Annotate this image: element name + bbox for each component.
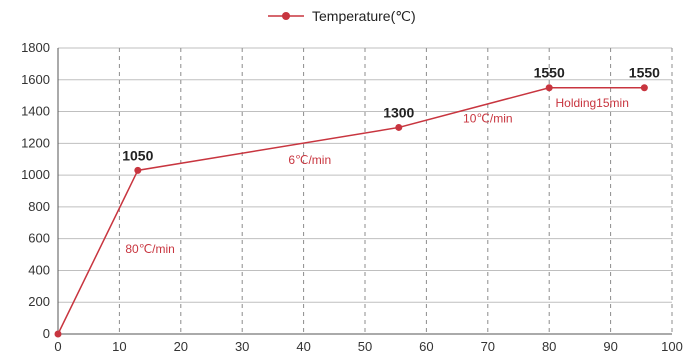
y-tick-label: 400 — [28, 262, 50, 277]
x-tick-label: 50 — [358, 339, 372, 354]
legend-marker — [282, 12, 290, 20]
data-point — [54, 330, 62, 338]
x-tick-label: 100 — [661, 339, 683, 354]
y-tick-label: 1400 — [21, 104, 50, 119]
labels: 1050 1300 1550 1550 80℃/min 6℃/min 10℃/min Hold… — [122, 65, 660, 256]
axes: 0 200 400 600 800 1000 1200 1400 1600 1800 0 10 20 30… — [21, 40, 683, 354]
value-label: 1050 — [122, 147, 153, 163]
x-tick-label: 70 — [481, 339, 495, 354]
y-tick-label: 0 — [43, 326, 50, 341]
y-tick-label: 1800 — [21, 40, 50, 55]
x-tick-label: 60 — [419, 339, 433, 354]
rate-annotation: 80℃/min — [125, 242, 175, 256]
y-tick-label: 1200 — [21, 135, 50, 150]
rate-annotation: 6℃/min — [288, 153, 331, 167]
rate-annotation: Holding15min — [555, 96, 628, 110]
rate-annotation: 10℃/min — [463, 112, 513, 126]
x-tick-label: 0 — [54, 339, 61, 354]
data-point — [395, 123, 403, 131]
y-tick-label: 800 — [28, 199, 50, 214]
series-line — [57, 86, 645, 335]
x-tick-label: 90 — [603, 339, 617, 354]
data-point — [134, 166, 142, 174]
y-tick-label: 1000 — [21, 167, 50, 182]
y-tick-label: 600 — [28, 231, 50, 246]
grid — [58, 47, 673, 334]
series-temperature — [54, 84, 648, 338]
x-tick-label: 30 — [235, 339, 249, 354]
x-tick-label: 20 — [174, 339, 188, 354]
value-label: 1550 — [534, 65, 565, 81]
legend-label: Temperature(℃) — [312, 8, 416, 24]
data-point — [640, 84, 648, 92]
x-tick-label: 10 — [112, 339, 126, 354]
x-tick-label: 80 — [542, 339, 556, 354]
y-tick-label: 1600 — [21, 72, 50, 87]
legend[interactable]: Temperature(℃) — [268, 8, 416, 24]
y-tick-label: 200 — [28, 294, 50, 309]
x-tick-label: 40 — [296, 339, 310, 354]
data-point — [545, 84, 553, 92]
value-label: 1300 — [383, 104, 414, 120]
value-label: 1550 — [629, 65, 660, 81]
